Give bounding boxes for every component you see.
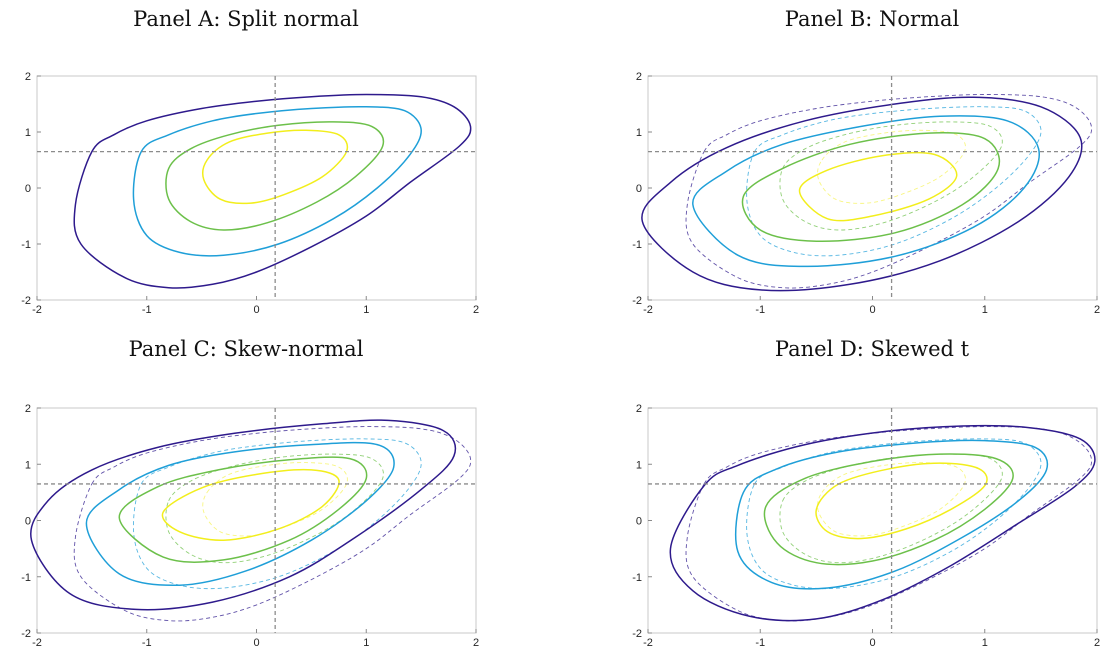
y-tick-label: 1 xyxy=(25,127,31,139)
panel-c: Panel C: Skew-normal -2 -1 0 1 2 -2 -1 0 1 2 xyxy=(21,337,479,649)
reference-contour-second xyxy=(746,438,1042,590)
y-tick-label: 0 xyxy=(636,183,642,195)
y-tick-label: -2 xyxy=(632,628,642,640)
y-tick-label: -1 xyxy=(632,239,642,251)
y-tick-label: 2 xyxy=(25,403,31,415)
y-tick-label: -1 xyxy=(21,239,31,251)
y-tick-label: -2 xyxy=(632,295,642,307)
panel-title: Panel D: Skewed t xyxy=(775,337,970,361)
reference-contour-outer xyxy=(73,426,472,622)
plot-frame xyxy=(647,75,1098,301)
contour-outer xyxy=(669,424,1096,622)
reference-contour-third xyxy=(779,121,1003,231)
panel-d: Panel D: Skewed t -2 -1 0 1 2 -2 -1 0 1 2 xyxy=(632,337,1100,649)
reference-contour-third xyxy=(165,453,384,564)
contour-second xyxy=(692,115,1040,268)
x-tick-label: -2 xyxy=(32,637,42,649)
x-tick-label: -1 xyxy=(755,304,765,316)
x-tick-label: 2 xyxy=(1094,304,1100,316)
contour-outer xyxy=(641,96,1083,292)
contour-third xyxy=(741,132,1001,242)
contour-inner xyxy=(798,151,958,222)
contour-outer xyxy=(30,419,457,611)
contour-outer xyxy=(73,93,472,289)
reference-contour-inner xyxy=(202,462,348,537)
x-tick-label: 1 xyxy=(363,637,369,649)
y-tick-label: 2 xyxy=(25,71,31,83)
x-tick-label: -2 xyxy=(643,304,653,316)
x-tick-label: 2 xyxy=(473,637,479,649)
x-tick-label: 0 xyxy=(253,637,259,649)
y-tick-label: 1 xyxy=(636,459,642,471)
plot-frame xyxy=(647,407,1098,634)
reference-contour-outer xyxy=(685,94,1093,289)
x-tick-label: -1 xyxy=(142,637,152,649)
x-tick-label: 2 xyxy=(1094,637,1100,649)
contour-second xyxy=(132,105,422,257)
contour-inner xyxy=(202,129,349,205)
y-tick-label: 0 xyxy=(25,516,31,528)
y-tick-label: -2 xyxy=(21,628,31,640)
x-tick-label: 0 xyxy=(869,304,875,316)
contour-second xyxy=(85,441,395,587)
reference-contour-second xyxy=(746,106,1042,257)
plot-frame xyxy=(36,407,477,634)
y-tick-label: 1 xyxy=(636,127,642,139)
x-tick-label: -1 xyxy=(755,637,765,649)
x-tick-label: 2 xyxy=(473,304,479,316)
x-tick-label: 1 xyxy=(363,304,369,316)
contour-third xyxy=(118,456,368,563)
contour-third xyxy=(165,121,385,231)
reference-contour-outer xyxy=(685,426,1093,622)
x-tick-label: -1 xyxy=(142,304,152,316)
x-tick-label: -2 xyxy=(643,637,653,649)
y-tick-label: -2 xyxy=(21,295,31,307)
panel-title: Panel C: Skew-normal xyxy=(129,337,364,361)
contour-inner xyxy=(161,468,340,541)
reference-contour-inner xyxy=(817,462,966,537)
y-tick-label: 2 xyxy=(636,71,642,83)
y-tick-label: 0 xyxy=(636,516,642,528)
y-tick-label: 0 xyxy=(25,183,31,195)
y-tick-label: 2 xyxy=(636,403,642,415)
x-tick-label: -2 xyxy=(32,304,42,316)
y-tick-label: -1 xyxy=(21,572,31,584)
x-tick-label: 1 xyxy=(982,637,988,649)
panel-b: Panel B: Normal -2 -1 0 1 2 -2 -1 0 1 2 xyxy=(632,7,1100,316)
contour-inner xyxy=(815,462,988,540)
panel-a: Panel A: Split normal -2 -1 0 1 2 -2 -1 0 1 2 xyxy=(21,7,479,316)
reference-contour-inner xyxy=(817,129,966,204)
y-tick-label: 1 xyxy=(25,459,31,471)
panel-title: Panel B: Normal xyxy=(785,7,960,31)
y-tick-label: -1 xyxy=(632,572,642,584)
x-tick-label: 0 xyxy=(253,304,259,316)
contour-third xyxy=(763,453,1014,566)
plot-frame xyxy=(36,75,477,301)
panel-title: Panel A: Split normal xyxy=(133,7,359,31)
x-tick-label: 1 xyxy=(982,304,988,316)
x-tick-label: 0 xyxy=(869,637,875,649)
